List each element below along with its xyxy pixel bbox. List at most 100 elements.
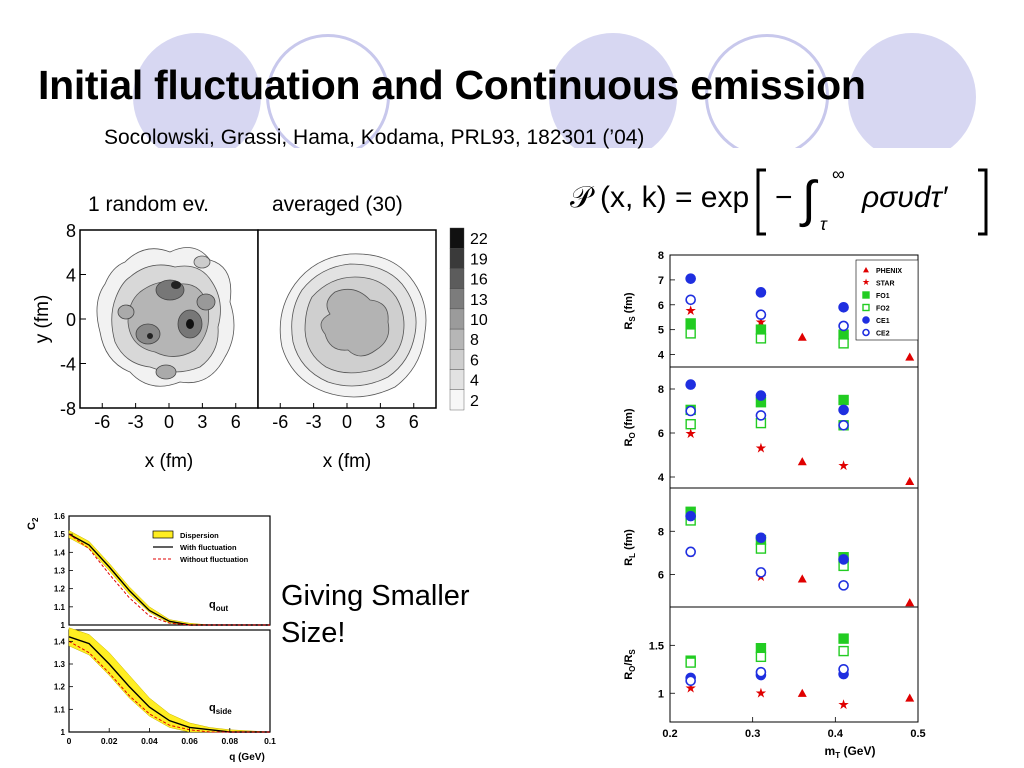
hbt-legend: PHENIX ★ STAR FO1 FO2 CE1 CE2 (855, 259, 919, 341)
c2-y-tick-label: 1.4 (54, 548, 66, 557)
hbt-legend-label: STAR (876, 281, 895, 288)
marker-fo1 (838, 394, 849, 406)
c2-panels: 1.6 1.5 1.4 1.3 1.2 1.1 1 qout 1.4 1.3 1.2 1.1 1 qsid… (54, 512, 276, 746)
colorbar-label: 8 (470, 332, 479, 349)
marker-ce1 (755, 287, 767, 298)
marker-phenix (905, 476, 915, 485)
formula-upper-limit: ∞ (832, 164, 845, 184)
c2-x-tick-label: 0.06 (181, 736, 198, 746)
marker-ce2 (685, 675, 696, 687)
c2-panel-label: qout (209, 599, 229, 613)
hbt-legend-box (855, 259, 919, 341)
marker-ce1 (685, 379, 696, 390)
y-tick-label: -4 (60, 355, 76, 375)
marker-ce2 (838, 663, 849, 675)
x-tick-label: -6 (272, 412, 288, 432)
without-fluctuation-line (68, 533, 270, 626)
colorbar-label: 22 (470, 231, 488, 248)
c2-y-tick-label: 1.1 (54, 705, 66, 714)
marker-phenix (797, 688, 807, 697)
contour-level (320, 288, 390, 357)
marker-ce1 (838, 301, 849, 313)
hbt-y-tick-label: 4 (658, 350, 665, 362)
colorbar-swatch (449, 308, 465, 330)
hbt-xaxis: 0.2 0.3 0.4 0.5 (662, 717, 926, 740)
formula-lhs: 𝒫 (x, k) = exp (570, 181, 749, 214)
colorbar-label: 13 (470, 292, 488, 309)
contour-left (96, 247, 235, 387)
colorbar-swatch (449, 268, 465, 289)
c2-ylabel: C2 (26, 517, 40, 530)
marker-fo2 (685, 328, 696, 339)
marker-ce1 (755, 390, 767, 401)
hbt-legend-label: CE1 (876, 318, 890, 325)
c2-x-tick-label: 0.04 (141, 736, 158, 746)
c2-correlation-chart: 1.6 1.5 1.4 1.3 1.2 1.1 1 qout 1.4 1.3 1.2 1.1 1 qsid… (26, 512, 276, 763)
hbt-y-tick-label: 6 (658, 300, 664, 312)
hbt-ylabel: RO/RS (623, 649, 637, 680)
hbt-x-tick-label: 0.4 (828, 728, 844, 740)
marker-star: ★ (685, 426, 697, 441)
marker-phenix (905, 352, 915, 361)
colorbar-swatch (449, 369, 465, 390)
hbt-legend-label: FO2 (876, 306, 890, 313)
decorative-circle (133, 33, 261, 161)
c2-x-tick-label: 0.08 (222, 736, 239, 746)
hbt-ylabel: RO (fm) (623, 408, 637, 446)
c2-panel-label: qside (209, 702, 232, 716)
colorbar-swatch (449, 248, 465, 269)
marker-ce2 (685, 546, 696, 558)
marker-fo1 (755, 643, 767, 654)
y-tick-label: 0 (66, 310, 76, 330)
marker-fo2 (862, 303, 870, 312)
colorbar-label: 16 (470, 272, 488, 289)
hbt-x-tick-label: 0.3 (745, 728, 760, 740)
contour-right (279, 253, 427, 398)
marker-fo2 (755, 543, 767, 554)
marker-fo1 (862, 291, 870, 299)
marker-ce2 (755, 410, 767, 421)
marker-ce1 (685, 273, 696, 284)
marker-ce2 (755, 666, 767, 678)
marker-phenix (797, 574, 807, 583)
formula-right-bracket (978, 168, 988, 236)
marker-fo2 (755, 651, 767, 663)
marker-fo2 (838, 338, 849, 349)
density-contour-chart: -6 -3 0 3 6 -6 -3 0 3 6 8 4 0 -4 -8 22 19 16 13 10 8 6 4 2 x (… (32, 222, 488, 472)
c2-y-tick-label: 1.2 (54, 683, 66, 692)
c2-y-tick-label: 1.4 (54, 637, 66, 646)
legend-label-without: Without fluctuation (180, 555, 249, 564)
x-tick-label: 0 (164, 412, 174, 432)
hbt-ylabel: RL (fm) (623, 529, 637, 566)
marker-star: ★ (755, 440, 767, 455)
hbt-y-tick-label: 6 (658, 570, 664, 582)
marker-fo2 (838, 645, 849, 657)
contour-peak (155, 364, 177, 380)
hbt-legend-label: FO1 (876, 293, 890, 300)
colorbar-label: 2 (470, 393, 479, 410)
marker-fo1 (755, 324, 767, 335)
slide-title: Initial fluctuation and Continuous emiss… (38, 62, 866, 108)
hbt-y-tick-label: 8 (658, 526, 664, 538)
formula-integral: ∫ (799, 171, 819, 228)
hbt-y-tick-label: 1.5 (649, 640, 664, 652)
density-xlabel-left: x (fm) (145, 451, 194, 472)
c2-xlabel: q (GeV) (229, 752, 265, 763)
marker-star: ★ (862, 277, 870, 287)
c2-y-tick-label: 1 (61, 621, 66, 630)
y-tick-label: -8 (60, 399, 76, 419)
contour-peak (193, 255, 211, 269)
decorative-circle (848, 33, 976, 161)
without-fluctuation-line (68, 640, 270, 733)
x-tick-label: -6 (94, 412, 110, 432)
contour-peak (147, 333, 153, 339)
contour-peak (171, 281, 181, 289)
marker-ce2 (685, 294, 696, 306)
density-xlabel-right: x (fm) (323, 451, 372, 472)
density-colorbar: 22 19 16 13 10 8 6 4 2 (449, 227, 488, 411)
marker-ce2 (838, 320, 849, 332)
decorative-ring (266, 34, 390, 158)
marker-ce1 (755, 532, 767, 544)
